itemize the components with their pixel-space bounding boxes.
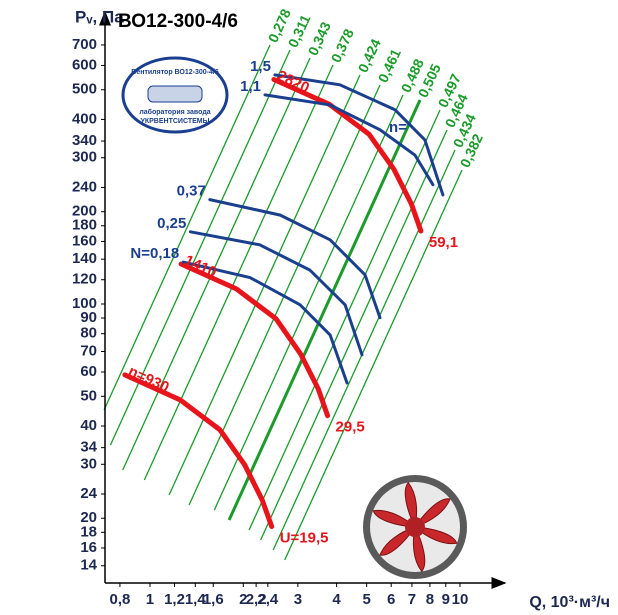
y-tick-label: 300 <box>72 149 97 166</box>
efficiency-label: 0,378 <box>328 26 357 65</box>
x-tick-label: 5 <box>362 591 370 608</box>
x-tick-label: 2,4 <box>257 591 279 608</box>
power-curve <box>265 95 433 185</box>
end-label: 59,1 <box>429 234 458 251</box>
curve-label: 0,25 <box>157 215 186 232</box>
y-tick-label: 120 <box>72 271 97 288</box>
end-label: U=19,5 <box>280 529 329 546</box>
speed-curve <box>125 375 272 527</box>
chart-title: ВО12-300-4/6 <box>118 11 238 32</box>
y-tick-label: 14 <box>80 557 97 574</box>
end-label: 29,5 <box>336 419 365 436</box>
y-tick-label: 700 <box>72 36 97 53</box>
logo-fan <box>148 86 202 102</box>
curves <box>125 75 443 527</box>
x-tick-label: 9 <box>442 591 450 608</box>
logo-text: Вентилятор ВО12-300-4/6 <box>131 69 219 76</box>
power-curve <box>183 262 347 383</box>
y-tick-label: 100 <box>72 295 97 312</box>
y-tick-label: 24 <box>80 485 97 502</box>
y-tick-label: 16 <box>80 539 97 556</box>
y-tick-label: 400 <box>72 110 97 127</box>
y-tick-label: 50 <box>80 387 97 404</box>
y-tick-label: 160 <box>72 232 97 249</box>
y-tick-label: 20 <box>80 509 97 526</box>
x-axis-label: Q, 10³·м³/ч <box>529 594 610 611</box>
fan-image <box>363 475 467 579</box>
y-tick-label: 500 <box>72 81 97 98</box>
x-tick-label: 1,2 <box>164 591 185 608</box>
fan-hub <box>405 517 425 537</box>
x-tick-label: 1,6 <box>203 591 224 608</box>
x-tick-label: 3 <box>294 591 302 608</box>
speed-curve <box>181 264 328 416</box>
y-tick-label: 80 <box>80 325 97 342</box>
y-tick-label: 30 <box>80 455 97 472</box>
y-tick-label: 200 <box>72 203 97 220</box>
chart: 0,2780,3110,3430,3780,4240,4610,4880,505… <box>0 0 618 615</box>
x-tick-label: 6 <box>387 591 395 608</box>
x-tick-label: 1 <box>146 591 154 608</box>
y-tick-label: 40 <box>80 417 97 434</box>
logo-text: лаборатория завода <box>139 108 210 116</box>
curve-label: n=930 <box>126 363 172 397</box>
curve-label: 1,1 <box>240 78 261 95</box>
y-tick-label: 340 <box>72 132 97 149</box>
y-tick-label: 70 <box>80 342 97 359</box>
y-tick-label: 60 <box>80 363 97 380</box>
curve-label: 1,5 <box>250 58 271 75</box>
x-tick-label: 7 <box>408 591 416 608</box>
y-tick-label: 600 <box>72 56 97 73</box>
y-tick-label: 34 <box>80 439 97 456</box>
x-tick-label: 0,8 <box>110 591 131 608</box>
curve-label: 0,37 <box>177 183 206 200</box>
logo-text: УКРВЕНТСИСТЕМЫ <box>141 118 210 125</box>
y-axis-label: Pᵥ, Па <box>75 7 124 26</box>
annotation: n= <box>389 119 407 136</box>
x-tick-label: 8 <box>426 591 434 608</box>
y-tick-label: 140 <box>72 250 97 267</box>
curve-label: 2820 <box>274 67 311 97</box>
x-tick-label: 4 <box>332 591 341 608</box>
logo: Вентилятор ВО12-300-4/6 лаборатория заво… <box>123 58 227 132</box>
x-tick-label: 10 <box>452 591 469 608</box>
y-tick-label: 240 <box>72 178 97 195</box>
curve-label: N=0,18 <box>130 245 179 262</box>
